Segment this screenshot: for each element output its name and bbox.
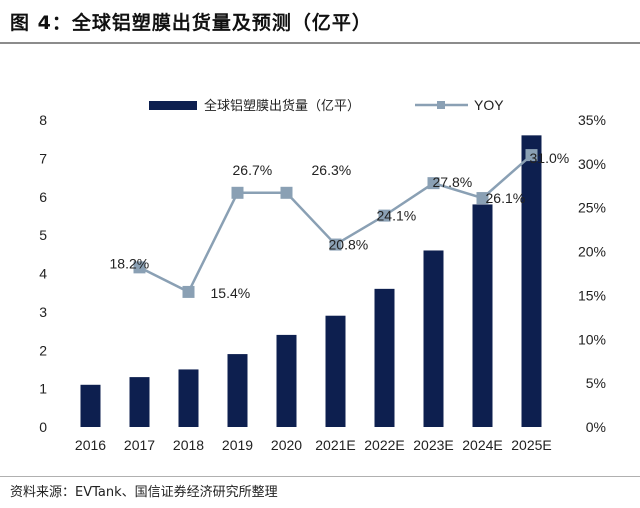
footer-divider	[0, 476, 640, 477]
left-tick-label: 4	[39, 266, 47, 282]
legend-bar-swatch	[149, 101, 197, 110]
x-tick-label: 2022E	[364, 437, 404, 453]
legend-line-label: YOY	[474, 97, 504, 113]
yoy-marker-2018	[182, 285, 195, 298]
yoy-data-label: 20.8%	[329, 237, 369, 253]
x-tick-label: 2023E	[413, 437, 453, 453]
yoy-marker-2021E	[329, 238, 342, 251]
bar-2016	[80, 384, 101, 427]
bar-2025E	[521, 135, 542, 427]
yoy-marker-2023E	[427, 177, 440, 190]
yoy-data-label: 26.1%	[486, 190, 526, 206]
yoy-marker-2019	[231, 186, 244, 199]
x-tick-label: 2019	[222, 437, 253, 453]
x-tick-label: 2021E	[315, 437, 355, 453]
yoy-marker-2017	[133, 261, 146, 274]
right-tick-label: 0%	[586, 419, 606, 435]
bar-2024E	[472, 204, 493, 427]
right-tick-label: 10%	[578, 331, 606, 347]
left-axis: 0 1 2 3 4 5 6 7 8	[39, 112, 47, 435]
right-tick-label: 30%	[578, 156, 606, 172]
yoy-data-label: 26.3%	[312, 162, 352, 178]
bar-2020	[276, 334, 297, 427]
x-tick-label: 2016	[75, 437, 106, 453]
left-tick-label: 5	[39, 227, 47, 243]
bar-series	[80, 135, 542, 427]
x-tick-label: 2020	[271, 437, 302, 453]
yoy-marker-2024E	[476, 192, 489, 205]
right-tick-label: 25%	[578, 200, 606, 216]
title-divider	[0, 42, 640, 44]
bar-2023E	[423, 250, 444, 427]
yoy-data-label: 26.7%	[233, 162, 273, 178]
yoy-data-label: 24.1%	[377, 208, 417, 224]
right-tick-label: 5%	[586, 375, 606, 391]
right-tick-label: 20%	[578, 244, 606, 260]
bar-2019	[227, 354, 248, 427]
left-tick-label: 2	[39, 342, 47, 358]
bar-2017	[129, 377, 150, 427]
bar-2021E	[325, 315, 346, 427]
right-axis: 0% 5% 10% 15% 20% 25% 30% 35%	[578, 112, 606, 435]
yoy-data-label: 31.0%	[530, 150, 570, 166]
left-tick-label: 8	[39, 112, 47, 128]
yoy-marker-2022E	[378, 209, 391, 222]
legend-bar-label: 全球铝塑膜出货量（亿平）	[204, 98, 360, 114]
yoy-line-series: 18.2% 15.4% 26.7% 26.3% 20.8% 24.1% 27.8% 26.1%…	[110, 149, 570, 301]
bar-2018	[178, 369, 199, 427]
right-tick-label: 15%	[578, 287, 606, 303]
left-tick-label: 6	[39, 189, 47, 205]
left-tick-label: 3	[39, 304, 47, 320]
x-tick-label: 2024E	[462, 437, 502, 453]
yoy-data-label: 27.8%	[433, 174, 473, 190]
yoy-marker-2025E	[525, 149, 538, 162]
legend-marker-swatch	[437, 101, 445, 109]
x-axis: 2016 2017 2018 2019 2020 2021E 2022E 2023E 2024E…	[75, 437, 552, 453]
figure-title: 图 4：全球铝塑膜出货量及预测（亿平）	[10, 12, 372, 34]
bar-2022E	[374, 288, 395, 427]
source-note: 资料来源：EVTank、国信证券经济研究所整理	[10, 485, 278, 500]
yoy-data-label: 18.2%	[110, 255, 150, 271]
x-tick-label: 2017	[124, 437, 155, 453]
right-tick-label: 35%	[578, 112, 606, 128]
yoy-data-label: 15.4%	[211, 285, 251, 301]
legend: 全球铝塑膜出货量（亿平） YOY	[149, 97, 504, 114]
x-tick-label: 2018	[173, 437, 204, 453]
yoy-marker-2020	[280, 186, 293, 199]
x-tick-label: 2025E	[511, 437, 551, 453]
left-tick-label: 0	[39, 419, 47, 435]
left-tick-label: 1	[39, 381, 47, 397]
left-tick-label: 7	[39, 150, 47, 166]
